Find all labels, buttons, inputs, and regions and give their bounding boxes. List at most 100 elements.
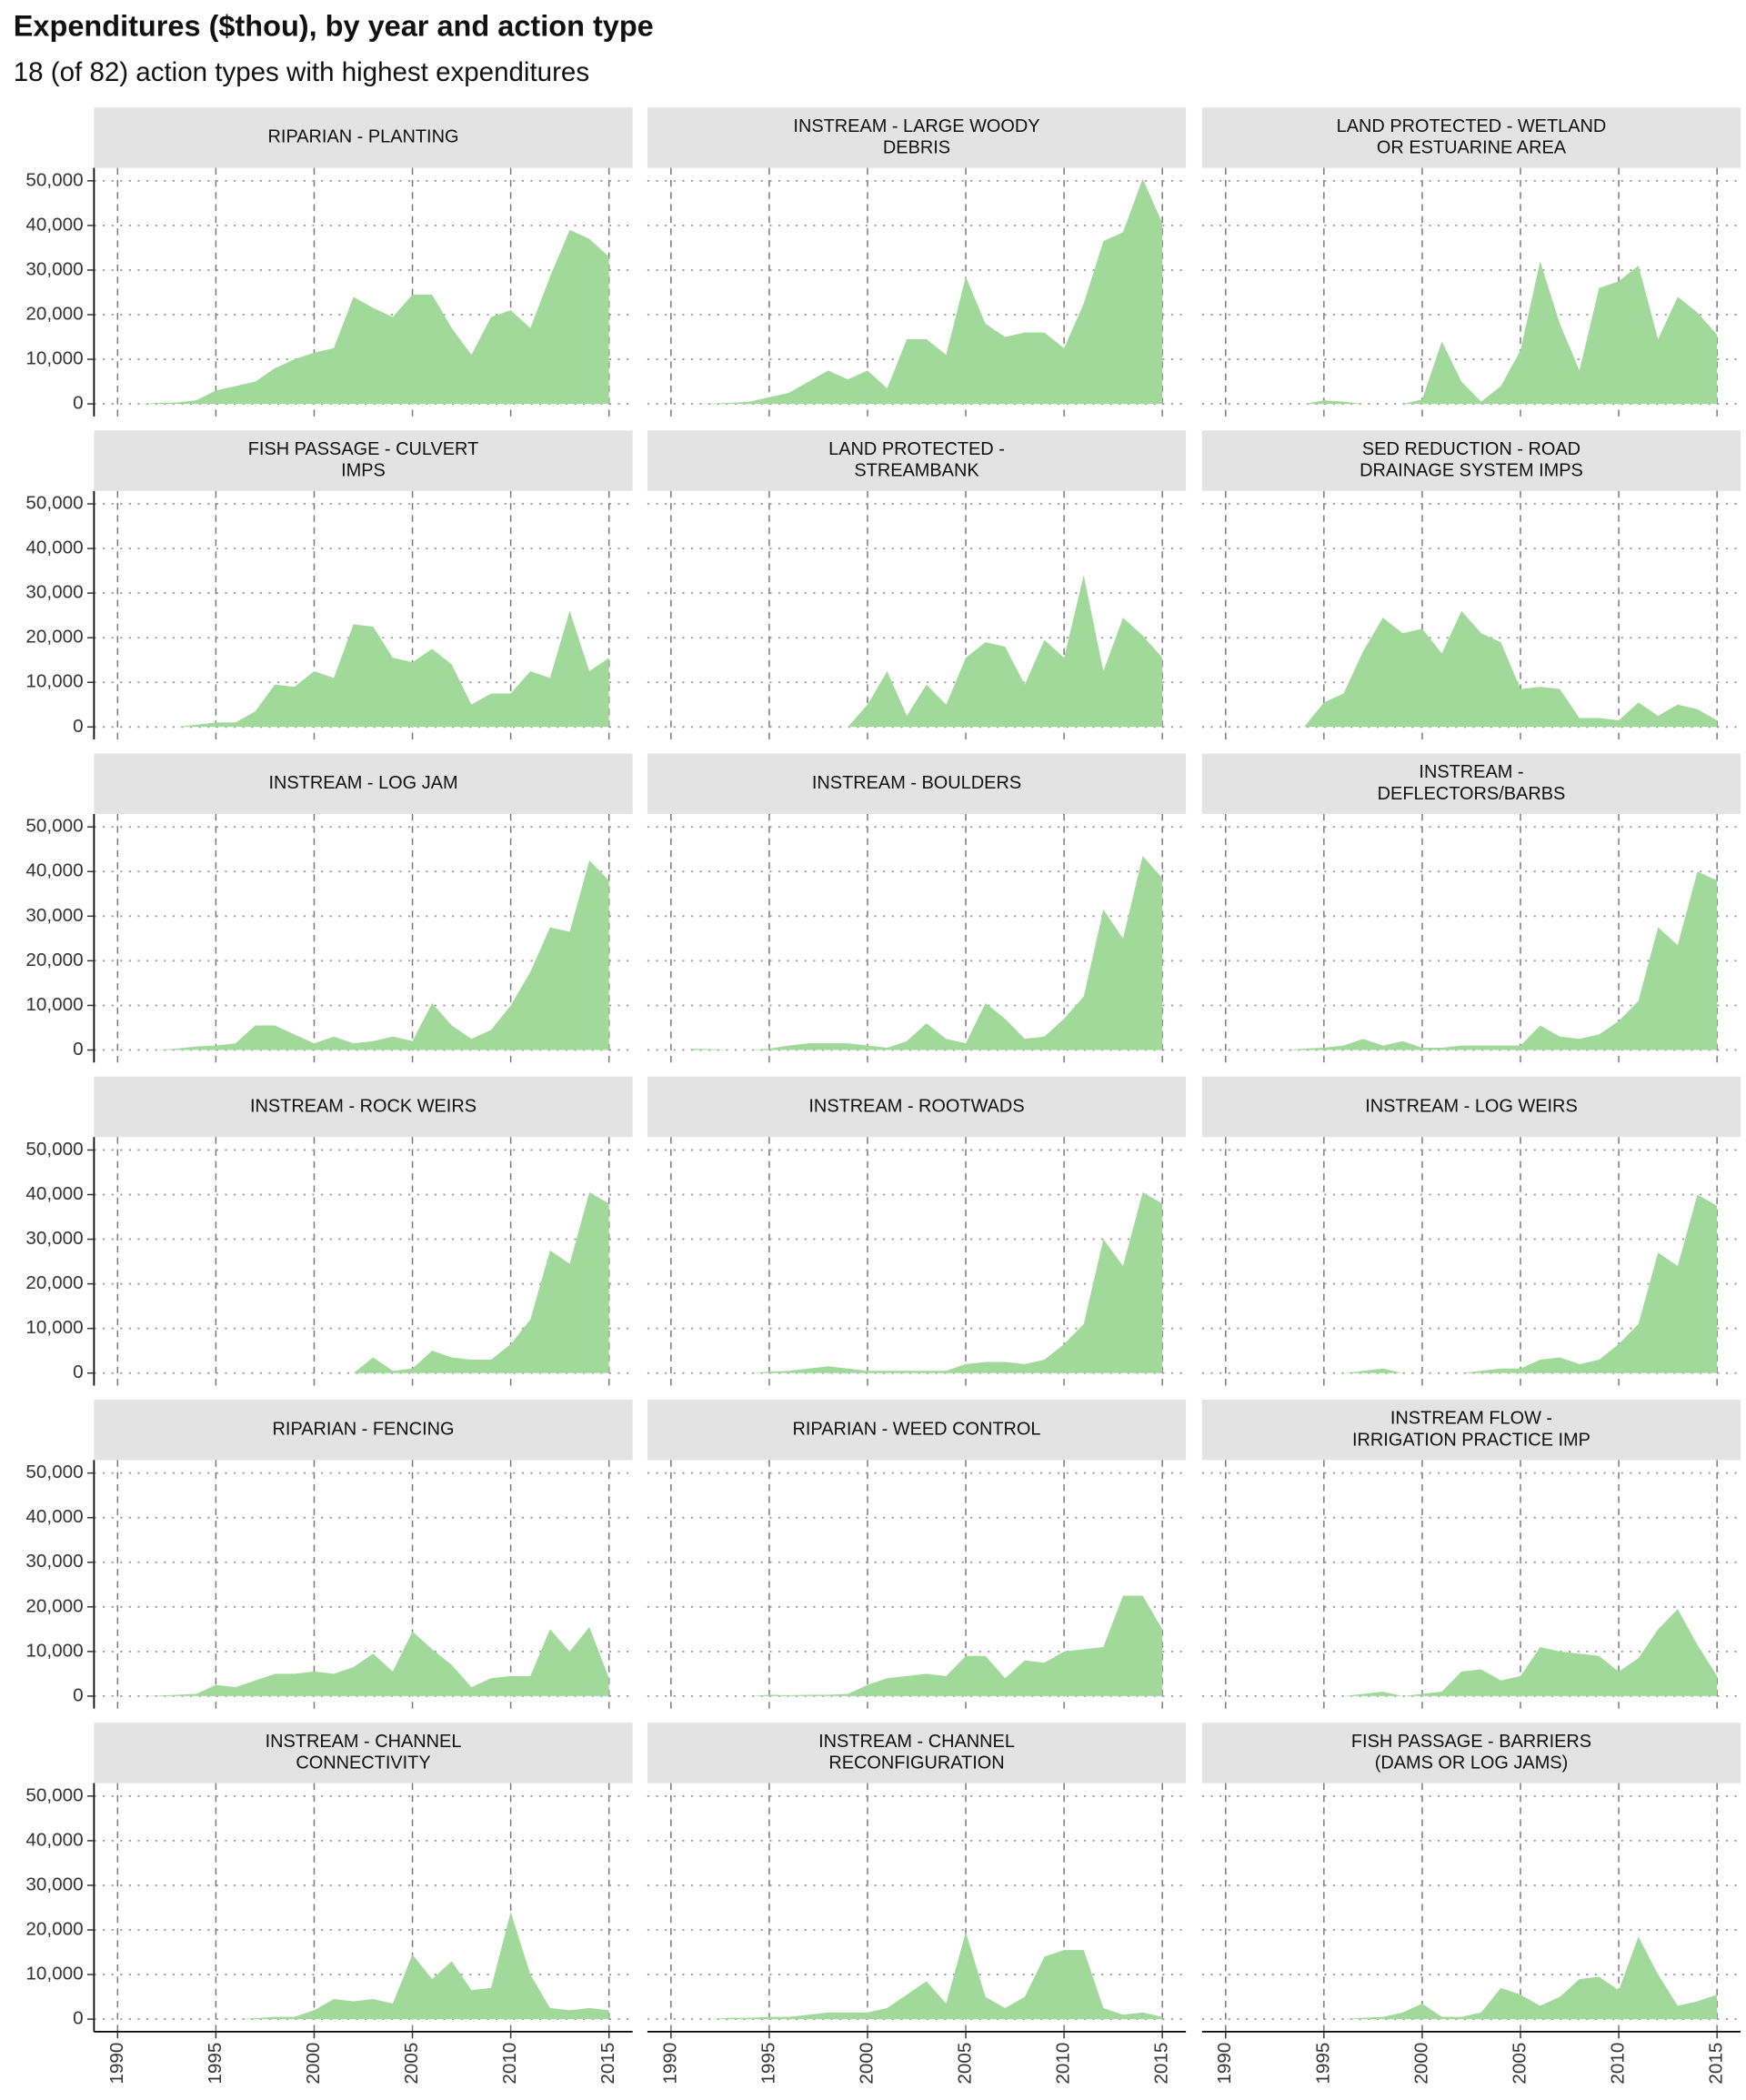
area (1245, 1936, 1718, 2020)
x-tick-label: 1995 (1312, 2043, 1333, 2085)
y-tick-label: 40,000 (25, 538, 83, 558)
strip (647, 430, 1187, 491)
strip-label: STREAMBANK (854, 461, 979, 481)
strip (94, 1723, 633, 1783)
y-tick-label: 40,000 (25, 1829, 83, 1850)
y-tick-label: 10,000 (25, 1640, 83, 1661)
y-tick-label: 30,000 (25, 582, 83, 603)
panel: RIPARIAN - WEED CONTROL (647, 1399, 1187, 1709)
panel: INSTREAM - ROCK WEIRS 0 10,000 20,000 30,000… (25, 1076, 633, 1386)
y-tick-label: 20,000 (25, 1595, 83, 1616)
panel: INSTREAM - ROOTWADS (647, 1076, 1187, 1386)
strip-label: INSTREAM FLOW - (1390, 1409, 1552, 1429)
area (1245, 1609, 1718, 1696)
y-tick-label: 0 (73, 393, 83, 414)
y-tick-label: 10,000 (25, 994, 83, 1015)
strip (647, 1723, 1187, 1783)
area (690, 856, 1163, 1050)
strip-label: RIPARIAN - WEED CONTROL (792, 1419, 1040, 1439)
panel: RIPARIAN - FENCING 0 10,000 20,000 30,000 40,… (25, 1399, 633, 1709)
strip-label: IRRIGATION PRACTICE IMP (1352, 1430, 1590, 1450)
area (690, 575, 1163, 728)
strip-label: DEFLECTORS/BARBS (1378, 784, 1566, 804)
strip (1201, 1076, 1741, 1138)
strip-label: FISH PASSAGE - CULVERT (248, 439, 479, 459)
panel: FISH PASSAGE - BARRIERS(DAMS OR LOG JAMS… (1201, 1723, 1741, 2085)
strip-label: INSTREAM - ROCK WEIRS (250, 1096, 477, 1116)
x-tick-label: 2000 (1410, 2043, 1431, 2085)
strip-label: RECONFIGURATION (828, 1753, 1004, 1773)
strip (94, 430, 633, 491)
strip-label: (DAMS OR LOG JAMS) (1375, 1753, 1569, 1773)
strip-label: INSTREAM - ROOTWADS (808, 1096, 1024, 1116)
panel: INSTREAM -DEFLECTORS/BARBS (1201, 753, 1741, 1063)
x-tick-label: 2015 (1151, 2043, 1172, 2085)
y-tick-label: 50,000 (25, 1784, 83, 1805)
strip (1201, 1723, 1741, 1783)
y-tick-label: 50,000 (25, 169, 83, 190)
x-tick-label: 2005 (954, 2043, 975, 2085)
panel: INSTREAM - LOG WEIRS (1201, 1076, 1741, 1386)
area (136, 229, 609, 405)
strip-label: RIPARIAN - FENCING (273, 1419, 455, 1439)
panel: LAND PROTECTED -STREAMBANK (647, 430, 1187, 740)
x-tick-label: 2005 (1509, 2043, 1530, 2085)
chart-subtitle: 18 (of 82) action types with highest exp… (14, 57, 589, 87)
y-tick-label: 0 (73, 1039, 83, 1060)
strip-label: LAND PROTECTED - WETLAND (1337, 116, 1607, 136)
chart-title: Expenditures ($thou), by year and action… (14, 10, 654, 43)
area (136, 860, 609, 1050)
strip (647, 1399, 1187, 1461)
area (1245, 610, 1718, 728)
y-tick-label: 40,000 (25, 1183, 83, 1204)
y-tick-label: 10,000 (25, 1964, 83, 1984)
strip-label: INSTREAM - LOG WEIRS (1365, 1096, 1578, 1116)
strip-label: INSTREAM - BOULDERS (812, 773, 1021, 793)
strip-label: INSTREAM - LARGE WOODY (793, 116, 1039, 136)
area (1245, 871, 1718, 1050)
strip (94, 107, 633, 168)
area (690, 178, 1163, 405)
strip (647, 107, 1187, 168)
area (136, 1626, 609, 1696)
strip-label: LAND PROTECTED - (828, 439, 1005, 459)
y-tick-label: 10,000 (25, 671, 83, 692)
panel: INSTREAM - LOG JAM 0 10,000 20,000 30,000 40,… (25, 753, 633, 1063)
strip (1201, 107, 1741, 168)
y-tick-label: 10,000 (25, 1317, 83, 1338)
x-tick-label: 2010 (1053, 2043, 1074, 2085)
x-tick-label: 1990 (1214, 2043, 1235, 2085)
strip-label: DRAINAGE SYSTEM IMPS (1360, 461, 1583, 481)
strip-label: DEBRIS (883, 137, 950, 157)
x-tick-label: 2010 (1608, 2043, 1629, 2085)
y-tick-label: 30,000 (25, 1551, 83, 1572)
area (136, 1192, 609, 1373)
y-tick-label: 20,000 (25, 1272, 83, 1293)
strip-label: CONNECTIVITY (296, 1753, 430, 1773)
strip (94, 1076, 633, 1138)
strip-label: SED REDUCTION - ROAD (1362, 439, 1580, 459)
area (1245, 261, 1718, 405)
panel: RIPARIAN - PLANTING 0 10,000 20,000 30,000 40… (25, 107, 633, 417)
area (690, 1932, 1163, 2020)
y-tick-label: 50,000 (25, 1139, 83, 1160)
area (136, 610, 609, 728)
y-tick-label: 40,000 (25, 1506, 83, 1527)
y-tick-label: 20,000 (25, 950, 83, 970)
y-tick-label: 20,000 (25, 627, 83, 648)
panel: INSTREAM - BOULDERS (647, 753, 1187, 1063)
strip (1201, 430, 1741, 491)
y-tick-label: 20,000 (25, 1918, 83, 1939)
y-tick-label: 30,000 (25, 1874, 83, 1894)
area (1245, 1194, 1718, 1373)
y-tick-label: 20,000 (25, 303, 83, 324)
strip-label: INSTREAM - (1419, 762, 1523, 782)
y-tick-label: 40,000 (25, 214, 83, 235)
x-tick-label: 1995 (758, 2043, 778, 2085)
